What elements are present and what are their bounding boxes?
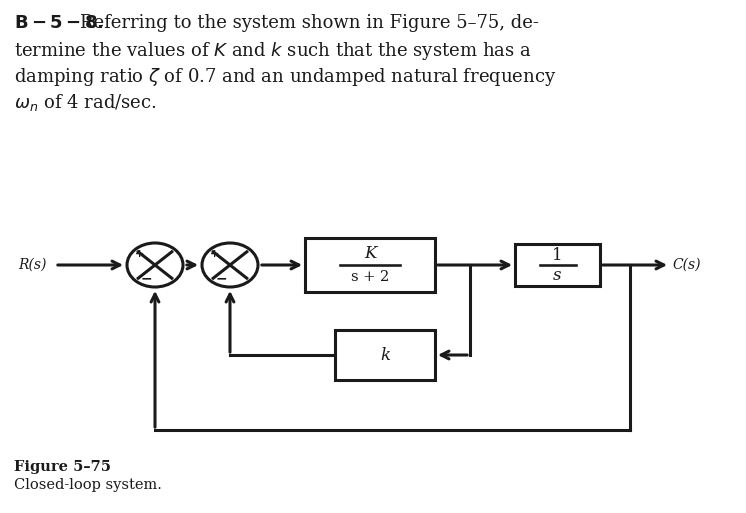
- Text: s: s: [554, 267, 562, 285]
- Text: k: k: [380, 346, 390, 364]
- Text: −: −: [216, 272, 228, 286]
- Text: s + 2: s + 2: [351, 270, 389, 284]
- Text: $\omega_n$ of 4 rad/sec.: $\omega_n$ of 4 rad/sec.: [14, 92, 157, 113]
- Text: +: +: [210, 249, 219, 259]
- Text: K: K: [364, 245, 376, 262]
- Bar: [335, 330, 435, 380]
- Text: C(s): C(s): [672, 258, 700, 272]
- Bar: [515, 244, 600, 286]
- Text: −: −: [141, 272, 152, 286]
- Text: $\bf{B-5-8.}$: $\bf{B-5-8.}$: [14, 14, 104, 32]
- Text: +: +: [135, 249, 144, 259]
- Text: 1: 1: [552, 247, 562, 264]
- Ellipse shape: [127, 243, 183, 287]
- Text: Referring to the system shown in Figure 5–75, de-: Referring to the system shown in Figure …: [80, 14, 539, 32]
- Ellipse shape: [202, 243, 258, 287]
- Bar: [305, 238, 435, 292]
- Text: Closed-loop system.: Closed-loop system.: [14, 478, 162, 492]
- Text: R(s): R(s): [18, 258, 46, 272]
- Text: damping ratio $\zeta$ of 0.7 and an undamped natural frequency: damping ratio $\zeta$ of 0.7 and an unda…: [14, 66, 557, 88]
- Text: termine the values of $K$ and $k$ such that the system has a: termine the values of $K$ and $k$ such t…: [14, 40, 532, 62]
- Text: Figure 5–75: Figure 5–75: [14, 460, 111, 474]
